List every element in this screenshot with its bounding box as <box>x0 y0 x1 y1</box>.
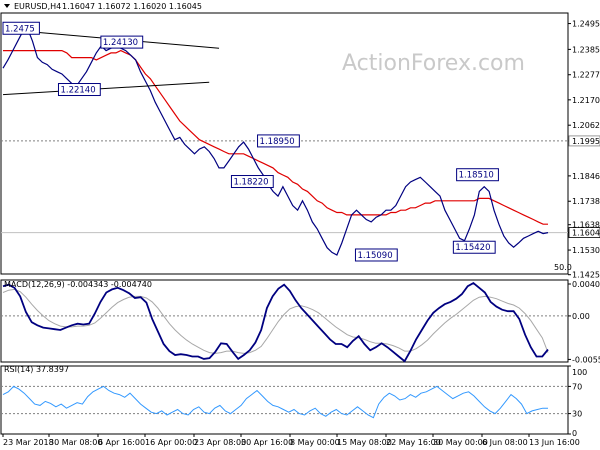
watermark: ActionForex.com <box>342 51 525 76</box>
price-panel-frame <box>0 12 569 275</box>
price-label-2: 1.24130 <box>100 35 144 49</box>
price-tick-label: 1.24950 <box>572 20 600 29</box>
price-tick-label: 1.16380 <box>572 221 600 230</box>
price-tick-label: 1.15300 <box>572 246 600 255</box>
price-tick-label: 1.16045 <box>572 229 600 238</box>
x-tick-label: 6 Jun 08:00 <box>482 438 528 447</box>
price-label-box <box>230 175 274 189</box>
price-label-1: 1.2475 <box>2 21 40 35</box>
dropdown-arrow-icon <box>4 4 10 8</box>
macd-plot <box>1 282 568 363</box>
price-tick-label: 1.21700 <box>572 96 600 105</box>
price-tick-label: 1.20620 <box>572 121 600 130</box>
price-label-6: 1.15090 <box>354 248 398 262</box>
macd-line <box>2 282 549 363</box>
price-label-text: 1.18220 <box>233 178 268 188</box>
price-label-8: 1.15420 <box>452 240 496 254</box>
price-line <box>2 27 549 256</box>
price-tick-label: 1.18460 <box>572 172 600 181</box>
macd-y-axis: 0.004094 0.00 -0.005568 <box>568 280 600 364</box>
price-tick-label: 1.19950 <box>572 137 600 146</box>
rsi-plot <box>1 385 568 419</box>
price-label-box <box>100 35 144 49</box>
rsi-tick-label: 30 <box>572 410 582 419</box>
price-label-text: 1.2475 <box>5 24 35 34</box>
price-tick-label: 1.17380 <box>572 197 600 206</box>
rsi-tick-label: 0 <box>572 429 577 438</box>
price-label-box <box>257 134 300 148</box>
x-tick-label: 15 May 08:00 <box>337 438 392 447</box>
macd-panel-frame <box>0 279 569 363</box>
hline-price-tag <box>568 135 600 147</box>
symbol-label: EURUSD,H4 <box>14 2 61 11</box>
x-tick-label: 30 May 00:00 <box>433 438 488 447</box>
current-price-tag <box>568 227 600 238</box>
macd-signal-line <box>2 288 549 354</box>
rsi-tick-label: 100 <box>572 368 587 377</box>
x-tick-label: 6 Apr 16:00 <box>98 438 145 447</box>
x-tick-label: 22 May 16:00 <box>386 438 441 447</box>
x-tick-label: 8 May 00:00 <box>290 438 340 447</box>
price-label-text: 1.18510 <box>459 171 494 181</box>
price-label-text: 1.15420 <box>455 243 490 253</box>
x-tick-label: 30 Mar 08:00 <box>49 438 102 447</box>
price-label-box <box>456 168 499 182</box>
x-tick-label: 16 Apr 00:00 <box>145 438 197 447</box>
trendline-2 <box>2 81 210 96</box>
ohlc-values: 1.16047 1.16072 1.16020 1.16045 <box>62 2 202 11</box>
fib-level-label: 50.0 <box>554 263 572 272</box>
price-label-3: 1.22140 <box>57 83 101 97</box>
rsi-y-axis: 100 70 30 0 <box>568 365 587 438</box>
price-y-axis: 1.24950 1.23850 1.22770 1.21700 1.20620 1.199… <box>568 20 600 280</box>
x-tick-label: 13 Jun 16:00 <box>529 438 580 447</box>
rsi-title: RSI(14) 37.8397 <box>4 365 69 374</box>
x-tick-label: 30 Apr 16:00 <box>241 438 293 447</box>
price-tick-label: 1.23850 <box>572 45 600 54</box>
rsi-tick-label: 70 <box>572 382 582 391</box>
price-label-text: 1.22140 <box>60 86 95 96</box>
price-label-box <box>452 240 496 254</box>
x-tick-label: 23 Mar 2018 <box>3 438 54 447</box>
chart-header: EURUSD,H4 1.16047 1.16072 1.16020 1.1604… <box>4 2 202 11</box>
price-label-4: 1.18950 <box>257 134 300 148</box>
macd-tick-label: 0.00 <box>572 312 590 321</box>
macd-tick-label: -0.005568 <box>572 355 600 364</box>
rsi-panel-frame <box>0 365 569 435</box>
rsi-line <box>2 385 548 419</box>
macd-title: MACD(12,26,9) -0.004343 -0.004740 <box>4 280 152 289</box>
price-label-7: 1.18510 <box>456 168 499 182</box>
price-label-text: 1.15090 <box>357 251 392 261</box>
price-label-text: 1.18950 <box>260 137 295 147</box>
price-plot: 1.2475 1.24130 1.22140 1.18950 1.18220 1.1509… <box>1 21 572 272</box>
price-label-5: 1.18220 <box>230 175 274 189</box>
x-tick-label: 23 Apr 08:00 <box>194 438 246 447</box>
macd-tick-label: 0.004094 <box>572 280 600 289</box>
price-label-box <box>354 248 398 262</box>
price-label-box <box>57 83 101 97</box>
price-tick-label: 1.22770 <box>572 71 600 80</box>
price-label-box <box>2 21 40 35</box>
price-label-text: 1.24130 <box>103 38 138 48</box>
